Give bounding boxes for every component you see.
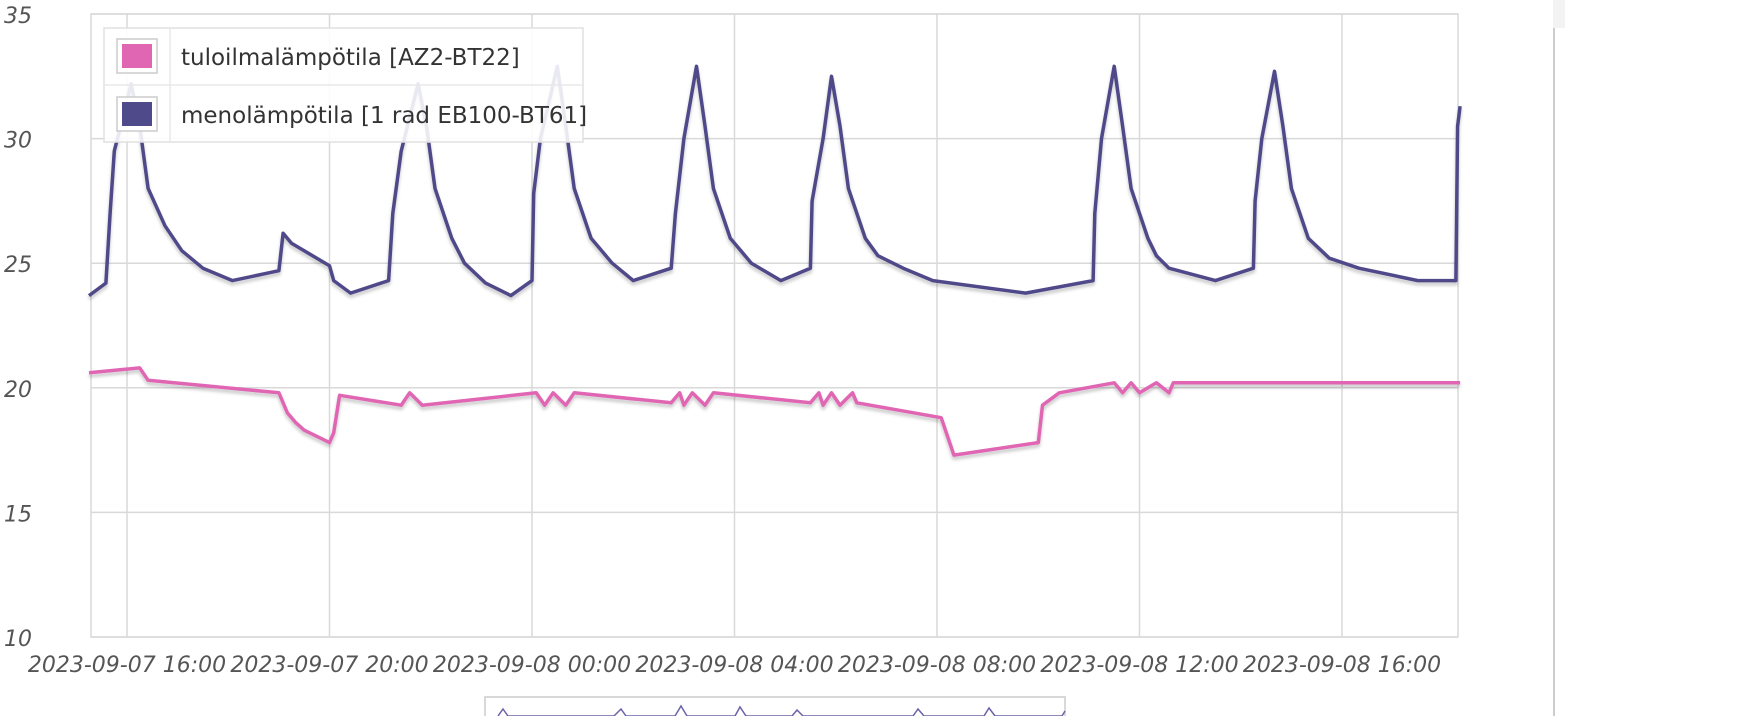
legend-label-menolampotila[interactable]: menolämpötila [1 rad EB100-BT61] bbox=[181, 103, 587, 129]
navigator-frame[interactable] bbox=[484, 696, 1066, 716]
x-tick-label: 2023-09-07 20:00 bbox=[230, 653, 428, 678]
x-tick-label: 2023-09-08 00:00 bbox=[433, 653, 631, 678]
y-tick-label: 15 bbox=[4, 502, 32, 527]
legend-swatch-menolampotila bbox=[122, 102, 152, 126]
legend-label-tuloilma[interactable]: tuloilmalämpötila [AZ2-BT22] bbox=[181, 45, 520, 71]
y-tick-label: 30 bbox=[4, 129, 32, 154]
y-tick-label: 25 bbox=[4, 253, 32, 278]
y-tick-label: 35 bbox=[4, 4, 32, 29]
range-navigator[interactable] bbox=[484, 696, 1066, 716]
x-tick-label: 2023-09-08 12:00 bbox=[1040, 653, 1238, 678]
series-line-0[interactable] bbox=[88, 366, 1461, 457]
x-tick-label: 2023-09-07 16:00 bbox=[28, 653, 226, 678]
x-tick-label: 2023-09-08 04:00 bbox=[635, 653, 833, 678]
x-tick-label: 2023-09-08 08:00 bbox=[838, 653, 1036, 678]
navigator-mini-series bbox=[497, 704, 1066, 716]
series-layer bbox=[87, 64, 1462, 457]
y-tick-label: 10 bbox=[4, 627, 32, 652]
panel-divider bbox=[1553, 0, 1555, 716]
legend-swatch-tuloilma bbox=[122, 44, 152, 68]
axis-labels: 10 15 20 25 30 35 2023-09-07 16:00 2023-09-07 2… bbox=[4, 4, 1441, 678]
panel-corner bbox=[1553, 0, 1565, 28]
x-tick-label: 2023-09-08 16:00 bbox=[1243, 653, 1441, 678]
series-line-1[interactable] bbox=[87, 64, 1462, 298]
legend: tuloilmalämpötila [AZ2-BT22] menolämpöti… bbox=[103, 27, 587, 143]
y-tick-label: 20 bbox=[4, 378, 32, 403]
